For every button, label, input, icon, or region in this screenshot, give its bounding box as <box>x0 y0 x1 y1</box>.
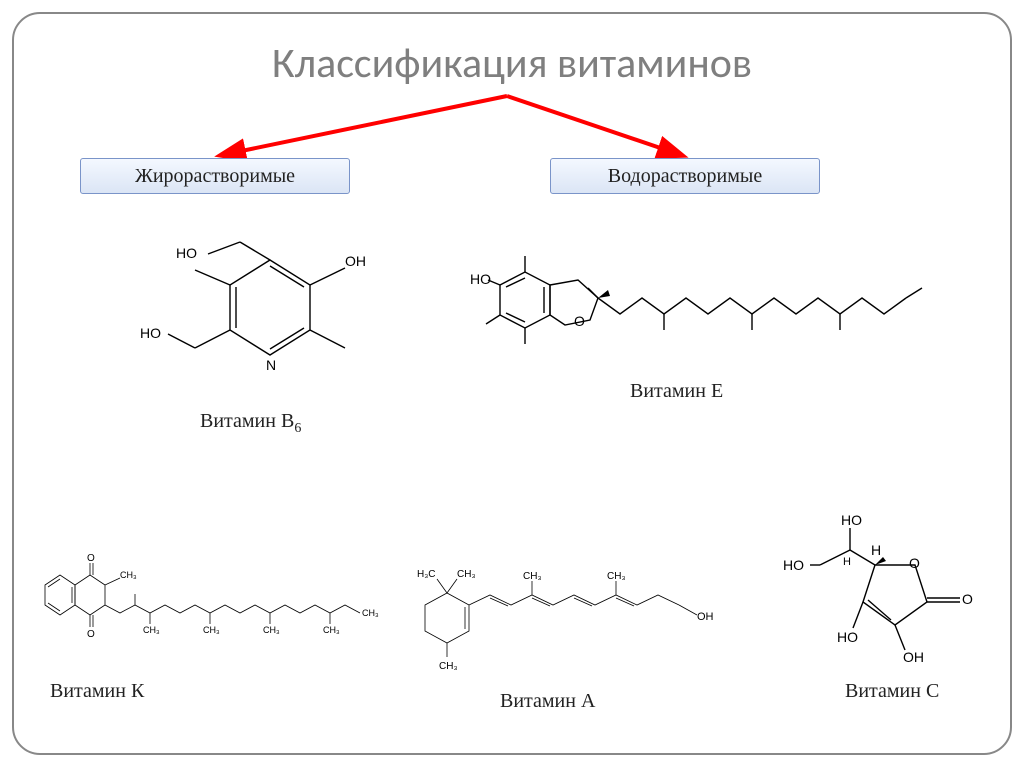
svg-text:H₃C: H₃C <box>417 569 436 580</box>
svg-text:CH₃: CH₃ <box>323 625 340 635</box>
svg-text:O: O <box>574 313 585 329</box>
vitamin-k-label: Витамин К <box>50 680 144 703</box>
b6-sub: 6 <box>294 421 301 436</box>
molecule-b6: N OH HO HO <box>140 230 400 400</box>
svg-text:O: O <box>87 553 95 564</box>
b6-text: Витамин B <box>200 410 294 432</box>
category-fat-soluble: Жирорастворимые <box>80 158 350 194</box>
svg-text:HO: HO <box>470 271 491 287</box>
page-title: Классификация витаминов <box>0 38 1024 89</box>
svg-text:O: O <box>87 629 95 640</box>
svg-text:CH₃: CH₃ <box>263 625 280 635</box>
svg-text:HO: HO <box>140 325 161 341</box>
svg-text:CH₃: CH₃ <box>120 570 137 580</box>
category-water-soluble: Водорастворимые <box>550 158 820 194</box>
svg-text:OH: OH <box>903 649 924 665</box>
svg-text:O: O <box>909 555 920 571</box>
vitamin-a-label: Витамин А <box>500 690 595 713</box>
svg-text:CH₃: CH₃ <box>362 608 379 618</box>
svg-text:HO: HO <box>176 245 197 261</box>
vitamin-b6-label: Витамин B6 <box>200 410 301 437</box>
vitamin-c-label: Витамин C <box>845 680 939 703</box>
svg-text:CH₃: CH₃ <box>143 625 160 635</box>
molecule-c: O O HO OH HO HO H H <box>765 510 995 670</box>
svg-text:CH₃: CH₃ <box>523 571 542 582</box>
svg-text:N: N <box>266 357 276 373</box>
svg-text:HO: HO <box>783 557 804 573</box>
molecule-e: O HO <box>470 240 970 370</box>
svg-text:CH₃: CH₃ <box>439 661 458 672</box>
molecule-a: H₃C CH₃ CH₃ CH₃ CH₃ OH <box>395 545 745 685</box>
svg-text:CH₃: CH₃ <box>607 571 626 582</box>
svg-text:O: O <box>962 591 973 607</box>
svg-text:CH₃: CH₃ <box>457 569 476 580</box>
svg-text:HO: HO <box>841 512 862 528</box>
svg-text:OH: OH <box>345 253 366 269</box>
svg-text:CH₃: CH₃ <box>203 625 220 635</box>
molecule-k: O O CH₃ CH₃ CH₃ CH₃ CH₃ CH₃ <box>30 530 390 670</box>
svg-text:HO: HO <box>837 629 858 645</box>
svg-text:H: H <box>843 556 851 568</box>
vitamin-e-label: Витамин E <box>630 380 723 403</box>
svg-text:H: H <box>871 542 881 558</box>
svg-text:OH: OH <box>697 611 714 623</box>
